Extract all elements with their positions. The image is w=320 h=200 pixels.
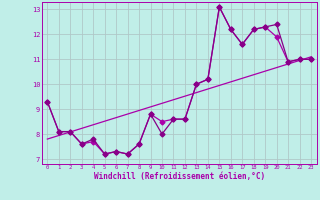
X-axis label: Windchill (Refroidissement éolien,°C): Windchill (Refroidissement éolien,°C) — [94, 172, 265, 181]
